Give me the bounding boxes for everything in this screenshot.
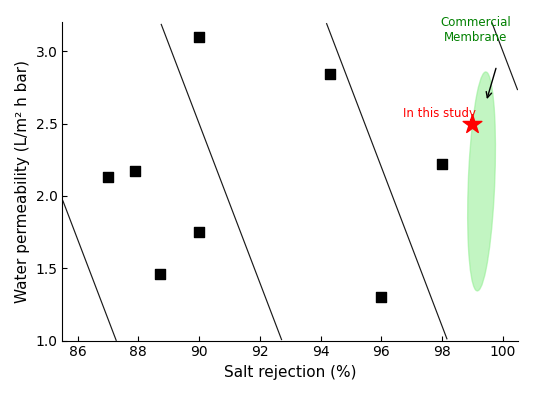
X-axis label: Salt rejection (%): Salt rejection (%)	[224, 365, 357, 380]
Text: In this study: In this study	[402, 107, 475, 120]
Text: Commercial
Membrane: Commercial Membrane	[440, 16, 511, 44]
Y-axis label: Water permeability (L/m² h bar): Water permeability (L/m² h bar)	[15, 60, 30, 303]
Point	[195, 229, 204, 235]
Ellipse shape	[467, 72, 496, 291]
Point	[155, 271, 164, 277]
Point	[468, 120, 477, 127]
Point	[377, 294, 385, 300]
Point	[438, 161, 446, 167]
Point	[195, 34, 204, 40]
Point	[131, 168, 140, 175]
Point	[326, 71, 334, 77]
Point	[104, 174, 112, 180]
